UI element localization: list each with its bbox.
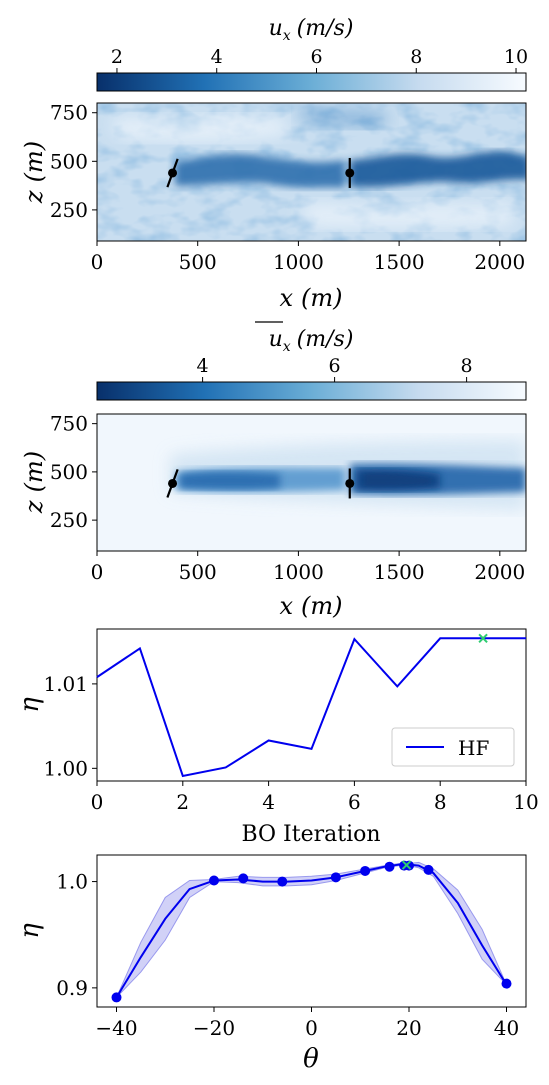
turbine-hub-1 (168, 168, 178, 178)
axes-2-xlabel: x (m) (279, 592, 342, 620)
colorbar-2-ticks: 4 6 8 (197, 355, 473, 382)
heatmap-1 (97, 103, 526, 241)
sample-point (111, 992, 122, 1003)
sample-point (209, 875, 219, 886)
axes-2-ylabel: z(m) (20, 451, 48, 514)
x-tick-label: 8 (434, 790, 447, 814)
legend: HF (391, 727, 515, 767)
axes-3-ylabel: η (15, 697, 45, 713)
x-tick-label: 500 (179, 560, 217, 584)
colorbar-tick-label: 6 (329, 355, 341, 377)
y-tick-label: 750 (50, 101, 88, 125)
x-tick-label: 10 (513, 790, 538, 814)
turbines-2 (166, 468, 355, 499)
x-tick-label: 1500 (374, 250, 425, 274)
x-tick-label: 20 (396, 1016, 421, 1040)
wake-1-instant (175, 153, 345, 188)
x-tick-label: 40 (494, 1016, 519, 1040)
x-tick-label: 1500 (374, 560, 425, 584)
y-tick-label: 750 (50, 412, 88, 436)
axes-4-xlabel: θ (303, 1044, 319, 1074)
heatmap-2 (97, 414, 526, 551)
colorbar-2-title: ux (m/s) (269, 327, 354, 355)
sample-point (277, 876, 288, 887)
axes-4-ylabel: η (15, 923, 45, 939)
turbine-hub-1 (168, 478, 178, 488)
colorbar-tick-label: 6 (310, 46, 322, 68)
panel-theta: −40 −20 0 20 40 0.9 1.0 η θ (15, 854, 527, 1074)
axes-3-xlabel: BO Iteration (241, 822, 380, 847)
axes-3-marks: 0 2 4 6 8 10 1.00 1.01 (43, 633, 539, 814)
x-tick-label: 0 (91, 560, 104, 584)
x-tick-label: 2000 (474, 560, 525, 584)
x-tick-label: 500 (179, 250, 217, 274)
x-tick-label: −40 (95, 1016, 137, 1040)
series-hf-line (96, 637, 526, 778)
turbine-hub-2 (345, 168, 355, 178)
y-tick-label: 250 (50, 198, 88, 222)
colorbar-2 (96, 381, 527, 401)
x-tick-label: 0 (91, 790, 104, 814)
colorbar-tick-label: 4 (197, 355, 209, 377)
y-tick-label: 500 (50, 460, 88, 484)
y-tick-label: 500 (50, 149, 88, 173)
colorbar-tick-label: 8 (410, 46, 422, 68)
optimum-marker (478, 633, 488, 643)
optimum-marker (401, 860, 412, 870)
turbine-hub-2 (345, 478, 355, 488)
wake-2-instant (350, 151, 526, 187)
turbines-1 (166, 157, 355, 188)
x-tick-label: 1000 (273, 250, 324, 274)
colorbar-1-ticks: 2 4 6 8 10 (111, 46, 528, 73)
x-tick-label: 0 (91, 250, 104, 274)
sample-point (501, 978, 512, 989)
axes-1-frame (96, 102, 527, 242)
x-tick-label: 4 (262, 790, 275, 814)
y-tick-label: 1.00 (43, 756, 88, 780)
axes-1-ticks: 0 500 1000 1500 2000 250 500 750 (50, 101, 525, 274)
y-tick-label: 250 (50, 508, 88, 532)
sample-point (384, 861, 395, 872)
panel-bo-iterations: 0 2 4 6 8 10 1.00 1.01 HF η BO Iteration (15, 628, 539, 847)
colorbar-tick-label: 8 (461, 355, 473, 377)
axes-2-frame (96, 413, 527, 552)
sample-point (330, 872, 341, 883)
legend-frame (391, 727, 515, 767)
colorbar-tick-label: 4 (211, 46, 223, 68)
axes-1-xlabel: x (m) (279, 284, 342, 312)
x-tick-label: 2000 (474, 250, 525, 274)
y-tick-label: 1.01 (43, 672, 88, 696)
y-tick-label: 0.9 (56, 976, 88, 1000)
colorbar-1-title: ux (m/s) (269, 16, 354, 44)
colorbar-1 (96, 72, 527, 92)
x-tick-label: −20 (193, 1016, 235, 1040)
y-tick-label: 1.0 (56, 870, 88, 894)
panel-instantaneous: ux (m/s) 2 4 6 8 10 0 500 1000 1500 2000 250 500 750… (20, 16, 528, 312)
x-tick-label: 0 (305, 1016, 318, 1040)
sample-point (423, 864, 434, 875)
colorbar-tick-label: 10 (504, 46, 528, 68)
axes-3-frame (96, 628, 527, 782)
x-tick-label: 1000 (273, 560, 324, 584)
axes-1-ylabel: z(m) (20, 141, 48, 204)
legend-hf-label: HF (458, 736, 489, 760)
x-tick-label: 6 (348, 790, 361, 814)
x-tick-label: 2 (176, 790, 189, 814)
panel-averaged: ux (m/s) 4 6 8 0 500 1000 1500 2000 250 500 750 z(… (20, 321, 527, 620)
sample-point (238, 873, 249, 884)
sample-point (360, 865, 371, 876)
colorbar-tick-label: 2 (111, 46, 123, 68)
gp-confidence-band (116, 861, 507, 998)
sample-point (404, 860, 414, 871)
axes-2-ticks: 0 500 1000 1500 2000 250 500 750 (50, 412, 525, 584)
axes-4-marks: −40 −20 0 20 40 0.9 1.0 (56, 860, 519, 1040)
